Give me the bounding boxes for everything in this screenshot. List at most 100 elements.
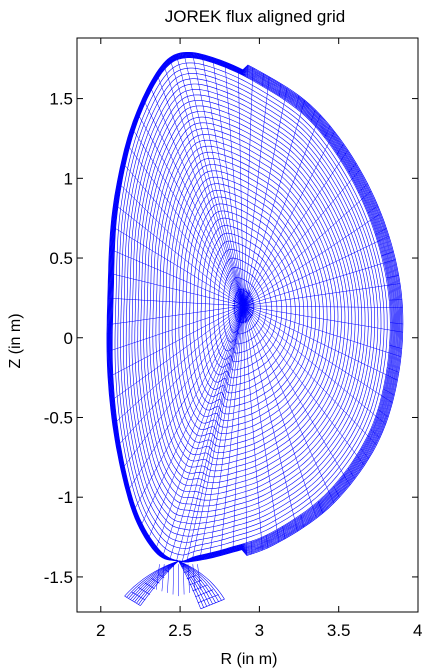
- sol-radial-line: [128, 494, 132, 501]
- sol-radial-line: [149, 540, 153, 546]
- y-tick-label: 1: [64, 169, 73, 188]
- sol-radial-line: [385, 374, 398, 381]
- sol-radial-line: [262, 73, 264, 87]
- core-radial-line: [234, 295, 244, 307]
- core-radial-line: [232, 302, 244, 307]
- sol-radial-line: [153, 76, 157, 82]
- poloidal-grid-line: [184, 57, 243, 301]
- sol-radial-line: [110, 233, 116, 237]
- sol-radial-line: [173, 55, 176, 61]
- divertor-cross-line: [200, 598, 225, 610]
- sol-radial-line: [356, 455, 365, 466]
- sol-radial-line: [266, 535, 268, 548]
- poloidal-grid-line: [246, 262, 384, 306]
- divertor-leg-line: [178, 560, 222, 601]
- poloidal-grid-line: [244, 309, 313, 507]
- sol-radial-line: [295, 95, 300, 109]
- poloidal-grid-line: [245, 179, 352, 304]
- sol-radial-line: [209, 552, 211, 559]
- sol-radial-line: [107, 323, 113, 326]
- y-tick-label: 0: [64, 329, 73, 348]
- divertor-cross-line: [131, 591, 146, 601]
- sol-radial-line: [267, 76, 270, 90]
- poloidal-grid-line: [119, 308, 242, 444]
- private-region-line: [197, 564, 201, 590]
- sol-radial-line: [134, 513, 138, 519]
- poloidal-grid-line: [243, 310, 278, 530]
- sol-radial-line: [113, 428, 119, 433]
- sol-radial-line: [149, 84, 152, 90]
- divertor-leg-line: [140, 560, 179, 606]
- poloidal-grid-line: [246, 307, 376, 417]
- sol-radial-line: [132, 507, 136, 513]
- poloidal-grid-line: [144, 102, 242, 302]
- sol-radial-line: [383, 388, 395, 396]
- poloidal-grid-line: [225, 67, 244, 302]
- poloidal-grid-line: [244, 309, 329, 492]
- poloidal-grid-line: [245, 308, 357, 456]
- sol-radial-line: [113, 203, 119, 208]
- divertor-leg-line: [128, 560, 179, 599]
- poloidal-grid-line: [116, 308, 242, 422]
- poloidal-grid-line: [114, 307, 242, 399]
- sol-radial-line: [126, 488, 130, 494]
- sol-radial-line: [116, 443, 121, 448]
- poloidal-grid-line: [246, 307, 382, 396]
- sol-radial-line: [333, 485, 340, 498]
- sol-radial-line: [112, 210, 118, 215]
- sol-radial-line: [347, 467, 356, 479]
- sol-radial-line: [162, 553, 164, 558]
- flux-surface-line: [131, 94, 369, 519]
- divertor-leg-line: [178, 560, 210, 606]
- plot-axes-frame: [76, 37, 419, 613]
- sol-radial-line: [160, 66, 164, 72]
- sol-radial-line: [134, 116, 138, 122]
- sol-radial-line: [328, 131, 335, 144]
- sol-radial-line: [294, 518, 298, 532]
- sol-radial-line: [343, 474, 351, 486]
- poloidal-grid-line: [112, 305, 241, 325]
- sol-radial-line: [387, 283, 401, 286]
- sol-radial-line: [282, 526, 286, 539]
- poloidal-grid-line: [112, 306, 242, 376]
- sol-radial-line: [324, 125, 331, 138]
- sol-radial-line: [377, 409, 389, 418]
- divertor-leg-line: [132, 560, 179, 601]
- poloidal-grid-line: [139, 116, 242, 303]
- sol-radial-line: [108, 281, 114, 283]
- sol-radial-line: [119, 167, 124, 173]
- poloidal-grid-line: [141, 310, 242, 524]
- core-radial-line: [243, 302, 255, 307]
- poloidal-grid-line: [193, 57, 243, 301]
- x-tick-label: 4: [413, 621, 422, 640]
- divertor-leg-line: [178, 560, 219, 602]
- divertor-cross-line: [183, 570, 191, 574]
- sol-radial-line: [169, 57, 172, 64]
- sol-radial-line: [142, 97, 146, 104]
- sol-radial-line: [154, 546, 157, 552]
- sol-radial-line: [276, 529, 280, 543]
- poloidal-grid-line: [244, 142, 329, 303]
- divertor-leg-line: [130, 560, 179, 600]
- sol-radial-line: [252, 67, 254, 81]
- poloidal-grid-line: [129, 147, 242, 303]
- divertor-cross-line: [151, 578, 160, 584]
- sol-radial-line: [199, 555, 201, 561]
- sol-radial-line: [169, 558, 171, 561]
- poloidal-grid-line: [244, 126, 316, 303]
- x-tick-label: 3: [255, 621, 264, 640]
- sol-radial-line: [358, 183, 368, 193]
- poloidal-grid-line: [243, 310, 247, 543]
- sol-radial-line: [375, 415, 386, 425]
- sol-radial-line: [284, 87, 288, 101]
- poloidal-grid-line: [169, 310, 243, 559]
- sol-radial-line: [389, 299, 402, 301]
- poloidal-grid-line: [115, 228, 242, 305]
- sol-radial-line: [220, 60, 222, 66]
- poloidal-grid-line: [171, 62, 243, 302]
- y-tick-label: 0.5: [49, 249, 73, 268]
- divertor-leg-line: [124, 560, 179, 597]
- sol-radial-line: [367, 435, 377, 446]
- poloidal-grid-line: [238, 73, 244, 302]
- sol-radial-line: [370, 212, 382, 221]
